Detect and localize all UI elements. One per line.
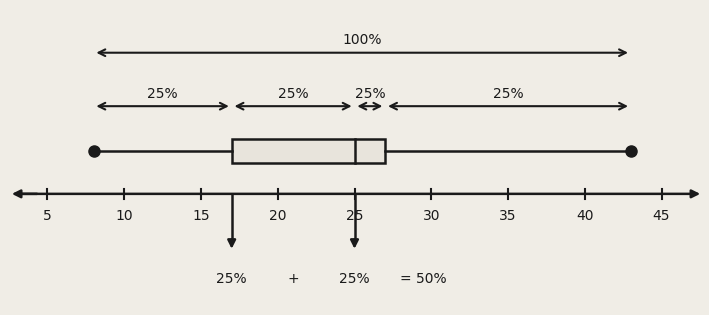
Text: 25: 25 — [346, 209, 363, 223]
Text: 25%: 25% — [354, 87, 385, 100]
Text: 45: 45 — [653, 209, 670, 223]
Text: 25%: 25% — [278, 87, 308, 100]
Bar — [232, 139, 385, 163]
Text: +: + — [287, 272, 299, 286]
Text: 100%: 100% — [342, 33, 382, 47]
Text: 5: 5 — [43, 209, 52, 223]
Text: 25%: 25% — [339, 272, 370, 286]
Text: 10: 10 — [116, 209, 133, 223]
Text: 35: 35 — [499, 209, 517, 223]
Text: 15: 15 — [192, 209, 210, 223]
Text: 40: 40 — [576, 209, 593, 223]
Text: 25%: 25% — [216, 272, 247, 286]
Text: 30: 30 — [423, 209, 440, 223]
Text: 25%: 25% — [493, 87, 523, 100]
Text: = 50%: = 50% — [401, 272, 447, 286]
Text: 25%: 25% — [147, 87, 178, 100]
Text: 20: 20 — [269, 209, 286, 223]
